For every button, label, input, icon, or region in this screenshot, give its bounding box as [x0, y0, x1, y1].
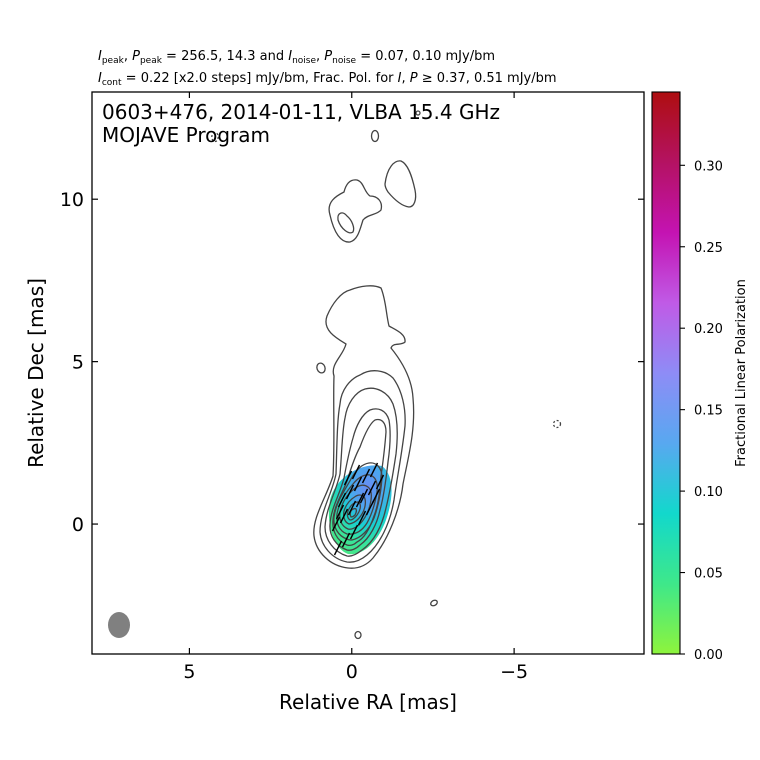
evpa-stick [333, 540, 343, 556]
separator: , [316, 49, 325, 64]
x-tick-label: 5 [183, 661, 195, 683]
evpa-stick [355, 492, 365, 508]
colorbar-fill [652, 92, 680, 654]
evpa-stick [365, 500, 375, 516]
evpa-stick [339, 508, 349, 524]
cutoff-text: ≥ 0.37, 0.51 mJy/bm [417, 71, 557, 86]
evpa-stick [347, 500, 357, 516]
plot-title-line-1: 0603+476, 2014-01-11, VLBA 15.4 GHz [102, 100, 500, 124]
image-stats-line-1: Ipeak, Ppeak = 256.5, 14.3 and Inoise, P… [98, 49, 495, 66]
x-axis-ticks: 5 0 −5 [183, 92, 528, 683]
y-axis-label: Relative Dec [mas] [24, 278, 48, 468]
evpa-stick [353, 476, 363, 492]
colorbar-tick-label: 0.20 [694, 322, 723, 337]
contour-island [354, 630, 362, 640]
i-cont-symbol: I [98, 71, 102, 86]
separator: , [123, 49, 133, 64]
y-tick-label: 0 [72, 514, 84, 536]
i-symbol: I [397, 71, 402, 86]
p-noise-subscript: noise [332, 56, 357, 66]
colorbar-tick-label: 0.25 [694, 241, 723, 256]
contour-outer-lobe [328, 179, 383, 243]
plot-title-line-2: MOJAVE Program [102, 123, 270, 147]
contour-island [430, 599, 438, 607]
evpa-stick [345, 484, 355, 500]
plot-background [92, 92, 644, 654]
x-tick-label: −5 [500, 661, 528, 683]
evpa-stick [357, 510, 367, 526]
colorbar-tick-label: 0.10 [694, 485, 723, 500]
x-axis-label: Relative RA [mas] [279, 690, 457, 714]
evpa-stick [331, 516, 341, 532]
contour-jet-2 [319, 370, 406, 563]
contour-island [370, 129, 380, 143]
contour-island [316, 362, 326, 374]
evpa-stick [359, 488, 369, 504]
i-cont-subscript: cont [101, 78, 122, 88]
i-peak-subscript: peak [101, 56, 124, 66]
separator: , [401, 71, 410, 86]
colorbar-label: Fractional Linear Polarization [734, 279, 749, 467]
contour-island [415, 110, 421, 116]
contour-outer-jet [313, 285, 415, 569]
evpa-stick [361, 468, 371, 484]
contour-island [211, 131, 219, 143]
y-axis-ticks: 0 5 10 [60, 189, 644, 536]
contour-jet-3 [324, 387, 398, 557]
peak-values-text: = 256.5, 14.3 and [161, 49, 289, 64]
p-symbol: P [409, 71, 418, 86]
evpa-stick [337, 492, 347, 508]
contour-core-10 [346, 501, 362, 521]
evpa-stick [369, 462, 379, 478]
evpa-stick [335, 504, 345, 520]
contour-lobe-inner [337, 212, 355, 234]
evpa-sticks [331, 462, 385, 556]
contour-core-7 [336, 474, 378, 535]
contour-lobe-east [384, 160, 417, 208]
contour-island [552, 419, 562, 429]
colorbar-tick-label: 0.30 [694, 159, 723, 174]
evpa-stick [375, 474, 385, 490]
image-stats-line-2: Icont = 0.22 [x2.0 steps] mJy/bm, Frac. … [98, 71, 557, 88]
x-tick-label: 0 [346, 661, 358, 683]
p-peak-subscript: peak [139, 56, 162, 66]
colorbar-ticks: 0.00 0.05 0.10 0.15 0.20 0.25 0.30 [680, 159, 723, 663]
colorbar: 0.00 0.05 0.10 0.15 0.20 0.25 0.30 Fractional … [651, 91, 749, 663]
evpa-stick [341, 532, 351, 548]
y-tick-label: 5 [72, 352, 84, 374]
colorbar-frame [651, 91, 681, 655]
p-noise-symbol: P [324, 49, 333, 64]
plot-frame [91, 91, 645, 655]
contour-jet-4 [329, 408, 391, 551]
i-peak-symbol: I [98, 49, 102, 64]
beam-ellipse [108, 612, 130, 638]
map-layer [108, 110, 562, 640]
colorbar-tick-label: 0.05 [694, 567, 723, 582]
evpa-stick [349, 524, 359, 540]
y-tick-label: 10 [60, 189, 84, 211]
noise-values-text: = 0.07, 0.10 mJy/bm [356, 49, 495, 64]
evpa-stick [351, 464, 361, 480]
p-peak-symbol: P [132, 49, 140, 64]
contour-core-6 [333, 462, 383, 541]
contour-text: = 0.22 [x2.0 steps] mJy/bm, Frac. Pol. f… [121, 71, 398, 86]
evpa-stick [371, 488, 381, 504]
i-noise-subscript: noise [292, 56, 317, 66]
evpa-stick [343, 470, 353, 486]
plot-area: 5 0 −5 0 5 10 0603+476, 2014-01-11, VLBA 15.… [24, 91, 645, 714]
colorbar-tick-label: 0.15 [694, 404, 723, 419]
evpa-stick [367, 480, 377, 496]
colorbar-tick-label: 0.00 [694, 648, 723, 663]
i-noise-symbol: I [288, 49, 293, 64]
